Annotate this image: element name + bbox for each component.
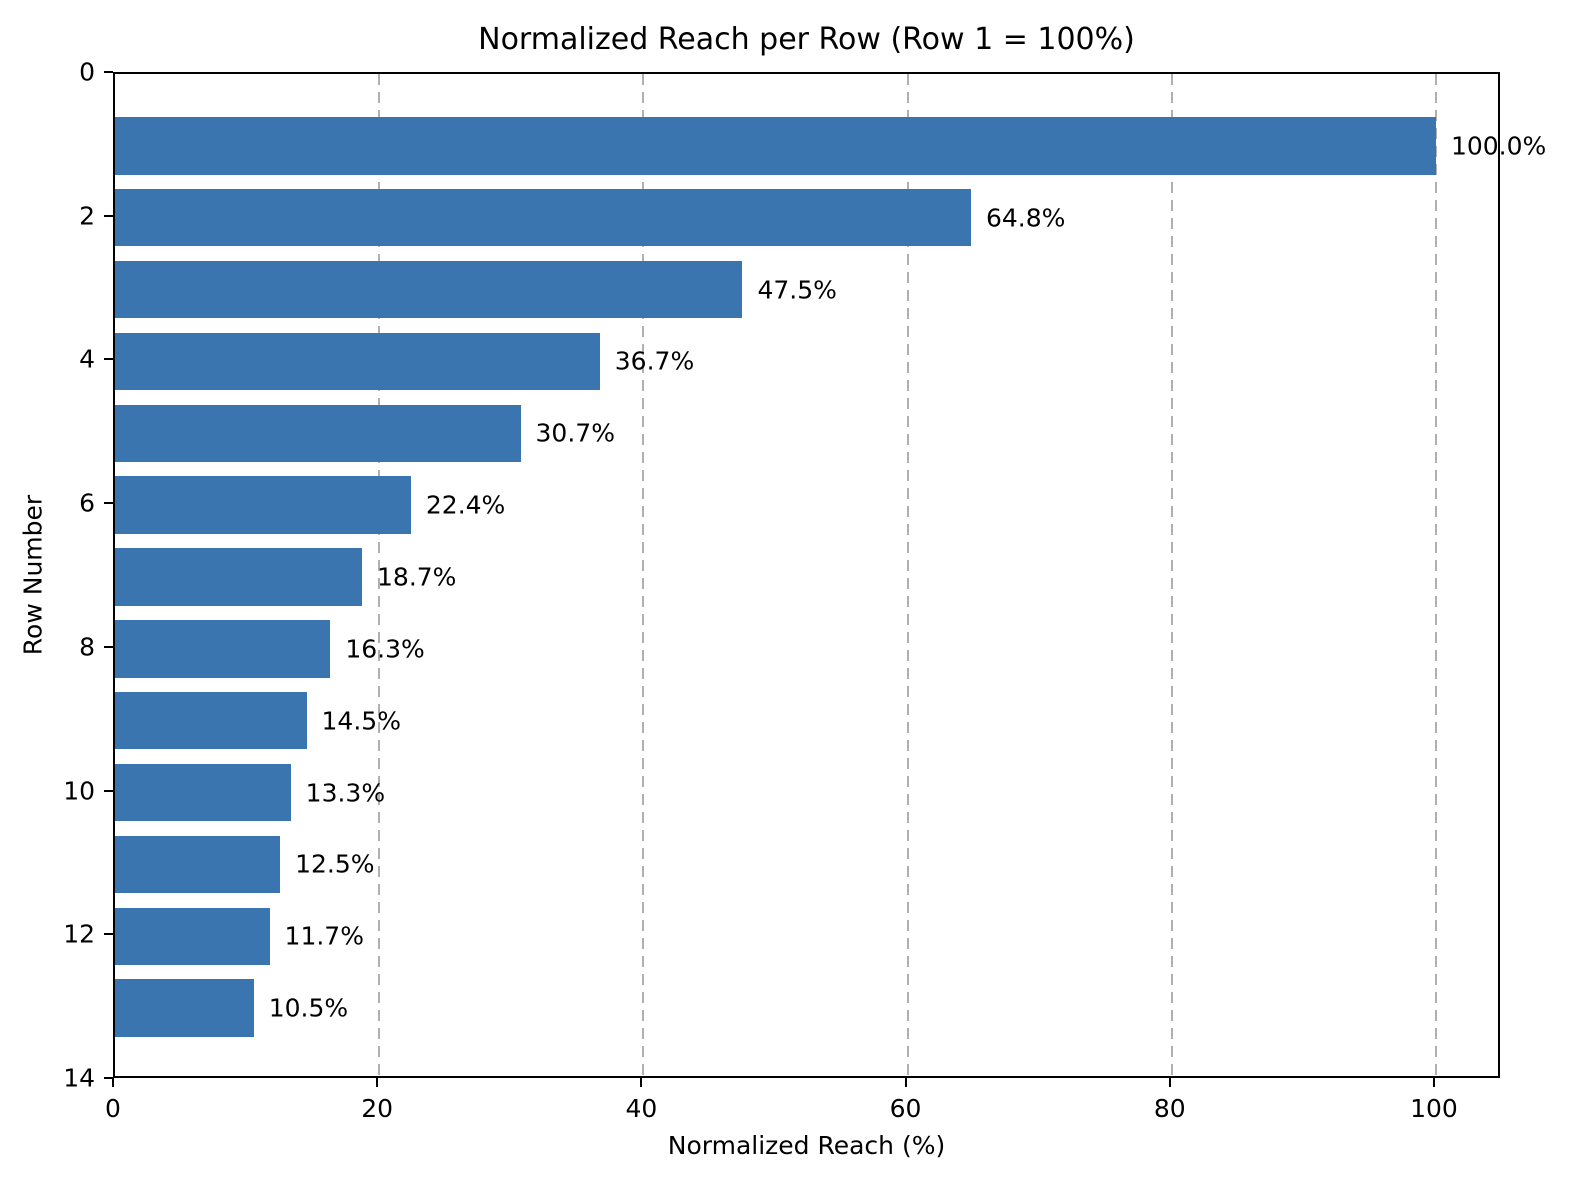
bar-value-label: 47.5% [757,275,837,305]
y-tick-mark [104,789,113,792]
x-tick-mark [1432,1078,1435,1087]
x-tick-mark [904,1078,907,1087]
y-tick-label: 8 [79,632,95,662]
x-tick-mark [376,1078,379,1087]
x-tick-label: 40 [625,1094,658,1123]
bar-row-7 [115,548,363,606]
plot-area: 100.0% 64.8% 47.5% 36.7% 30.7% 22.4% 18.7% 16.3… [113,72,1546,1078]
bar-row-3 [115,260,743,319]
bar-value-label: 16.3% [345,634,425,664]
y-tick-mark [104,71,113,73]
bar-value-label: 10.5% [268,993,349,1023]
bar-row-1 [115,117,1436,175]
bar-value-label: 18.7% [377,562,457,592]
bar-row-8 [115,620,331,678]
x-gridline [1434,74,1437,1076]
x-tick-mark [640,1078,643,1087]
y-tick-label: 4 [79,344,95,374]
y-tick-mark [104,1077,113,1079]
bar-row-12 [115,907,270,966]
x-gridline [906,74,909,1076]
bar-value-label: 13.3% [305,778,386,808]
bar-row-10 [115,763,291,822]
x-tick-label: 0 [105,1094,121,1123]
y-tick-label: 0 [79,57,95,87]
bar-value-label: 14.5% [321,706,401,736]
y-tick-mark [104,645,113,648]
x-tick-label: 60 [889,1094,922,1123]
bar-value-label: 12.5% [295,849,375,879]
bar-value-label: 100.0% [1450,131,1547,161]
x-gridline [378,74,381,1076]
x-gridline [1170,74,1173,1076]
bar-value-label: 30.7% [535,418,615,448]
bar-row-5 [115,404,521,463]
bar-value-label: 11.7% [284,921,364,951]
x-axis-label: Normalized Reach (%) [667,1131,946,1160]
y-tick-mark [104,933,113,936]
y-tick-label: 12 [63,919,95,949]
bar-value-label: 22.4% [425,490,506,520]
bar-row-6 [115,476,411,534]
y-tick-mark [104,358,113,361]
y-tick-label: 10 [63,776,95,806]
x-tick-mark [112,1078,114,1087]
y-tick-mark [104,502,113,505]
y-tick-label: 6 [79,488,95,518]
bar-row-11 [115,835,281,894]
bar-value-label: 64.8% [985,203,1066,233]
bar-row-13 [115,979,254,1037]
bar-row-9 [115,691,307,750]
x-tick-label: 20 [361,1094,394,1123]
x-tick-mark [1168,1078,1171,1087]
y-tick-label: 2 [79,201,95,231]
bar-row-2 [115,188,971,247]
chart-title: Normalized Reach per Row (Row 1 = 100%) [478,22,1135,57]
y-tick-label: 14 [63,1063,95,1093]
x-tick-label: 80 [1153,1094,1186,1123]
y-tick-mark [104,214,113,217]
bar-value-label: 36.7% [614,346,695,376]
x-tick-label: 100 [1410,1094,1458,1123]
x-gridline [642,74,645,1076]
bar-row-4 [115,332,600,391]
